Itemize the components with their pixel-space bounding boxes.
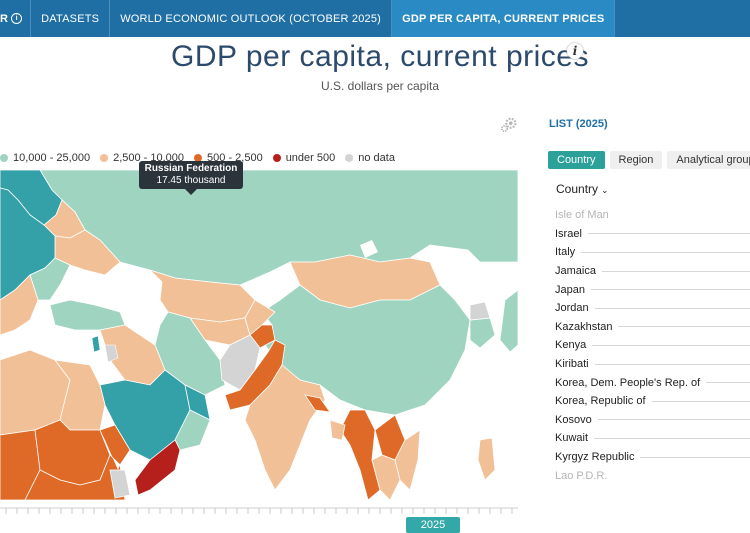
region-israel xyxy=(91,335,101,353)
breadcrumb-datasets[interactable]: DATASETS xyxy=(31,0,111,37)
legend-label: no data xyxy=(358,152,395,164)
grouping-tabs: Country Region Analytical group xyxy=(548,151,750,169)
tab-analytical-group[interactable]: Analytical group xyxy=(667,151,750,169)
list-item-label: Japan xyxy=(555,283,585,296)
region-kyrgyz xyxy=(244,299,276,336)
region-philippines xyxy=(477,437,496,481)
list-item-label: Kosovo xyxy=(555,413,592,426)
list-item-label: Kenya xyxy=(555,339,587,352)
list-item[interactable]: Kyrgyz Republic xyxy=(555,448,750,467)
list-item[interactable]: Korea, Dem. People's Rep. of xyxy=(555,373,750,392)
list-item-label: Kuwait xyxy=(555,432,589,445)
leader-line xyxy=(651,400,750,402)
region-somalia xyxy=(109,469,131,499)
list-item-label: Isle of Man xyxy=(555,209,609,222)
list-item[interactable]: Kazakhstan xyxy=(555,318,750,337)
region-india xyxy=(244,364,326,491)
region-nepal xyxy=(304,394,331,413)
leader-line xyxy=(590,289,750,291)
list-item-label: Lao P.D.R. xyxy=(555,469,608,482)
legend-swatch xyxy=(0,154,8,162)
list-item-label: Jordan xyxy=(555,302,589,315)
sort-label: Country xyxy=(556,182,599,196)
tooltip-value: 17.45 thousand xyxy=(156,175,226,186)
leader-line xyxy=(618,326,750,328)
breadcrumb-current[interactable]: GDP PER CAPITA, CURRENT PRICES xyxy=(392,0,616,37)
tab-region[interactable]: Region xyxy=(609,151,663,169)
breadcrumb-weo[interactable]: WORLD ECONOMIC OUTLOOK (OCTOBER 2025) xyxy=(110,0,393,37)
breadcrumb: R i DATASETS WORLD ECONOMIC OUTLOOK (OCT… xyxy=(0,0,750,37)
legend-item[interactable]: under 500 xyxy=(272,152,336,164)
region-europe-east xyxy=(29,257,71,301)
leader-line xyxy=(592,344,750,346)
list-item-label: Korea, Republic of xyxy=(555,395,646,408)
list-item[interactable]: Lao P.D.R. xyxy=(555,466,750,485)
legend-swatch xyxy=(272,154,281,162)
map-tooltip: Russian Federation 17.45 thousand xyxy=(139,161,243,195)
region-eritrea xyxy=(99,424,131,466)
legend-label: 10,000 - 25,000 xyxy=(13,152,91,164)
leader-line xyxy=(594,307,750,309)
tooltip-country: Russian Federation xyxy=(144,163,238,174)
region-vietnam xyxy=(394,429,421,491)
list-item-label: Jamaica xyxy=(555,265,596,278)
list-item[interactable]: Kenya xyxy=(555,336,750,355)
list-item[interactable]: Japan xyxy=(555,280,750,299)
list-item-label: Korea, Dem. People's Rep. of xyxy=(555,376,701,389)
breadcrumb-home-label: R xyxy=(0,12,9,25)
list-item-label: Israel xyxy=(555,227,582,240)
region-lebanon xyxy=(104,344,119,363)
country-list: Isle of Man Israel Italy Jamaica Japan J… xyxy=(555,206,750,485)
legend-swatch xyxy=(100,154,109,162)
list-item[interactable]: Jamaica xyxy=(555,262,750,281)
list-item[interactable]: Kiribati xyxy=(555,355,750,374)
leader-line xyxy=(587,233,750,235)
region-dprk xyxy=(469,301,491,321)
region-bangladesh xyxy=(329,419,346,441)
info-button[interactable]: i xyxy=(567,43,583,59)
legend-item[interactable]: no data xyxy=(345,152,395,164)
list-item-label: Kyrgyz Republic xyxy=(555,451,635,464)
region-balkans xyxy=(0,274,39,336)
leader-line xyxy=(597,419,750,421)
legend-item[interactable]: 10,000 - 25,000 xyxy=(0,152,90,164)
list-item-label: Kazakhstan xyxy=(555,320,613,333)
list-item[interactable]: Kuwait xyxy=(555,429,750,448)
list-item[interactable]: Kosovo xyxy=(555,411,750,430)
list-item[interactable]: Korea, Republic of xyxy=(555,392,750,411)
leader-line xyxy=(594,363,750,365)
world-map[interactable] xyxy=(0,170,518,500)
info-icon[interactable]: i xyxy=(11,13,23,24)
region-yemen xyxy=(134,439,181,496)
leader-line xyxy=(581,251,750,253)
leader-line xyxy=(601,270,750,272)
country-sort-header[interactable]: Country ⌄ xyxy=(556,182,609,196)
list-item[interactable]: Italy xyxy=(555,243,750,262)
page-title: GDP per capita, current prices xyxy=(171,40,589,73)
legend-label: under 500 xyxy=(285,152,336,164)
tab-country[interactable]: Country xyxy=(548,151,605,169)
region-myanmar xyxy=(339,409,381,500)
breadcrumb-home[interactable]: R i xyxy=(0,0,32,37)
page-subtitle: U.S. dollars per capita xyxy=(320,79,440,93)
list-item[interactable]: Jordan xyxy=(555,299,750,318)
leader-line xyxy=(594,437,750,439)
list-item-label: Italy xyxy=(555,246,576,259)
list-item-label: Kiribati xyxy=(555,358,589,371)
list-item[interactable]: Israel xyxy=(555,225,750,244)
region-oman xyxy=(174,409,211,451)
year-slider-handle[interactable]: 2025 xyxy=(406,517,460,533)
leader-line xyxy=(706,382,750,384)
chevron-down-icon: ⌄ xyxy=(601,185,609,195)
settings-gear-icon[interactable] xyxy=(500,116,518,134)
timeline-ticks xyxy=(5,508,513,514)
list-title: LIST (2025) xyxy=(549,118,608,130)
legend-swatch xyxy=(194,154,203,162)
leader-line xyxy=(640,456,750,458)
legend-swatch xyxy=(345,154,354,162)
list-item[interactable]: Isle of Man xyxy=(555,206,750,225)
year-timeline[interactable] xyxy=(0,500,518,533)
region-japan xyxy=(499,289,518,353)
